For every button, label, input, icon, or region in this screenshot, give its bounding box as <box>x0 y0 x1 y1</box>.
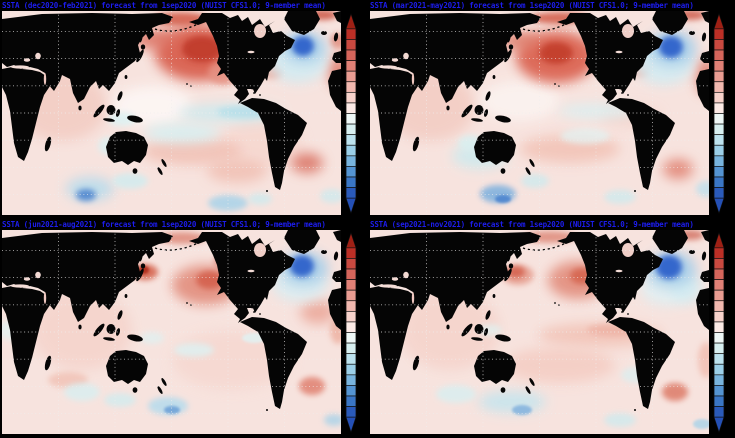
panel-title-jja: SSTA (jun2021-aug2021) forecast from 1se… <box>2 220 326 229</box>
ssta-map-djf <box>2 11 341 215</box>
panel-title-son: SSTA (sep2021-nov2021) forecast from 1se… <box>370 220 694 229</box>
ssta-map-son <box>370 230 709 434</box>
panel-body-jja <box>2 230 368 434</box>
panel-jun2021-aug2021: SSTA (jun2021-aug2021) forecast from 1se… <box>0 219 368 438</box>
colorbar-jja <box>345 232 357 433</box>
panel-body-son <box>370 230 735 434</box>
ssta-map-mam <box>370 11 709 215</box>
colorbar-djf <box>345 13 357 214</box>
ssta-map-jja <box>2 230 341 434</box>
panel-title-djf: SSTA (dec2020-feb2021) forecast from 1se… <box>2 1 326 10</box>
panel-sep2021-nov2021: SSTA (sep2021-nov2021) forecast from 1se… <box>368 219 735 438</box>
colorbar-mam <box>713 13 725 214</box>
panel-body-djf <box>2 11 368 215</box>
panel-dec2020-feb2021: SSTA (dec2020-feb2021) forecast from 1se… <box>0 0 368 219</box>
panel-title-mam: SSTA (mar2021-may2021) forecast from 1se… <box>370 1 694 10</box>
panel-mar2021-may2021: SSTA (mar2021-may2021) forecast from 1se… <box>368 0 735 219</box>
panel-body-mam <box>370 11 735 215</box>
colorbar-son <box>713 232 725 433</box>
